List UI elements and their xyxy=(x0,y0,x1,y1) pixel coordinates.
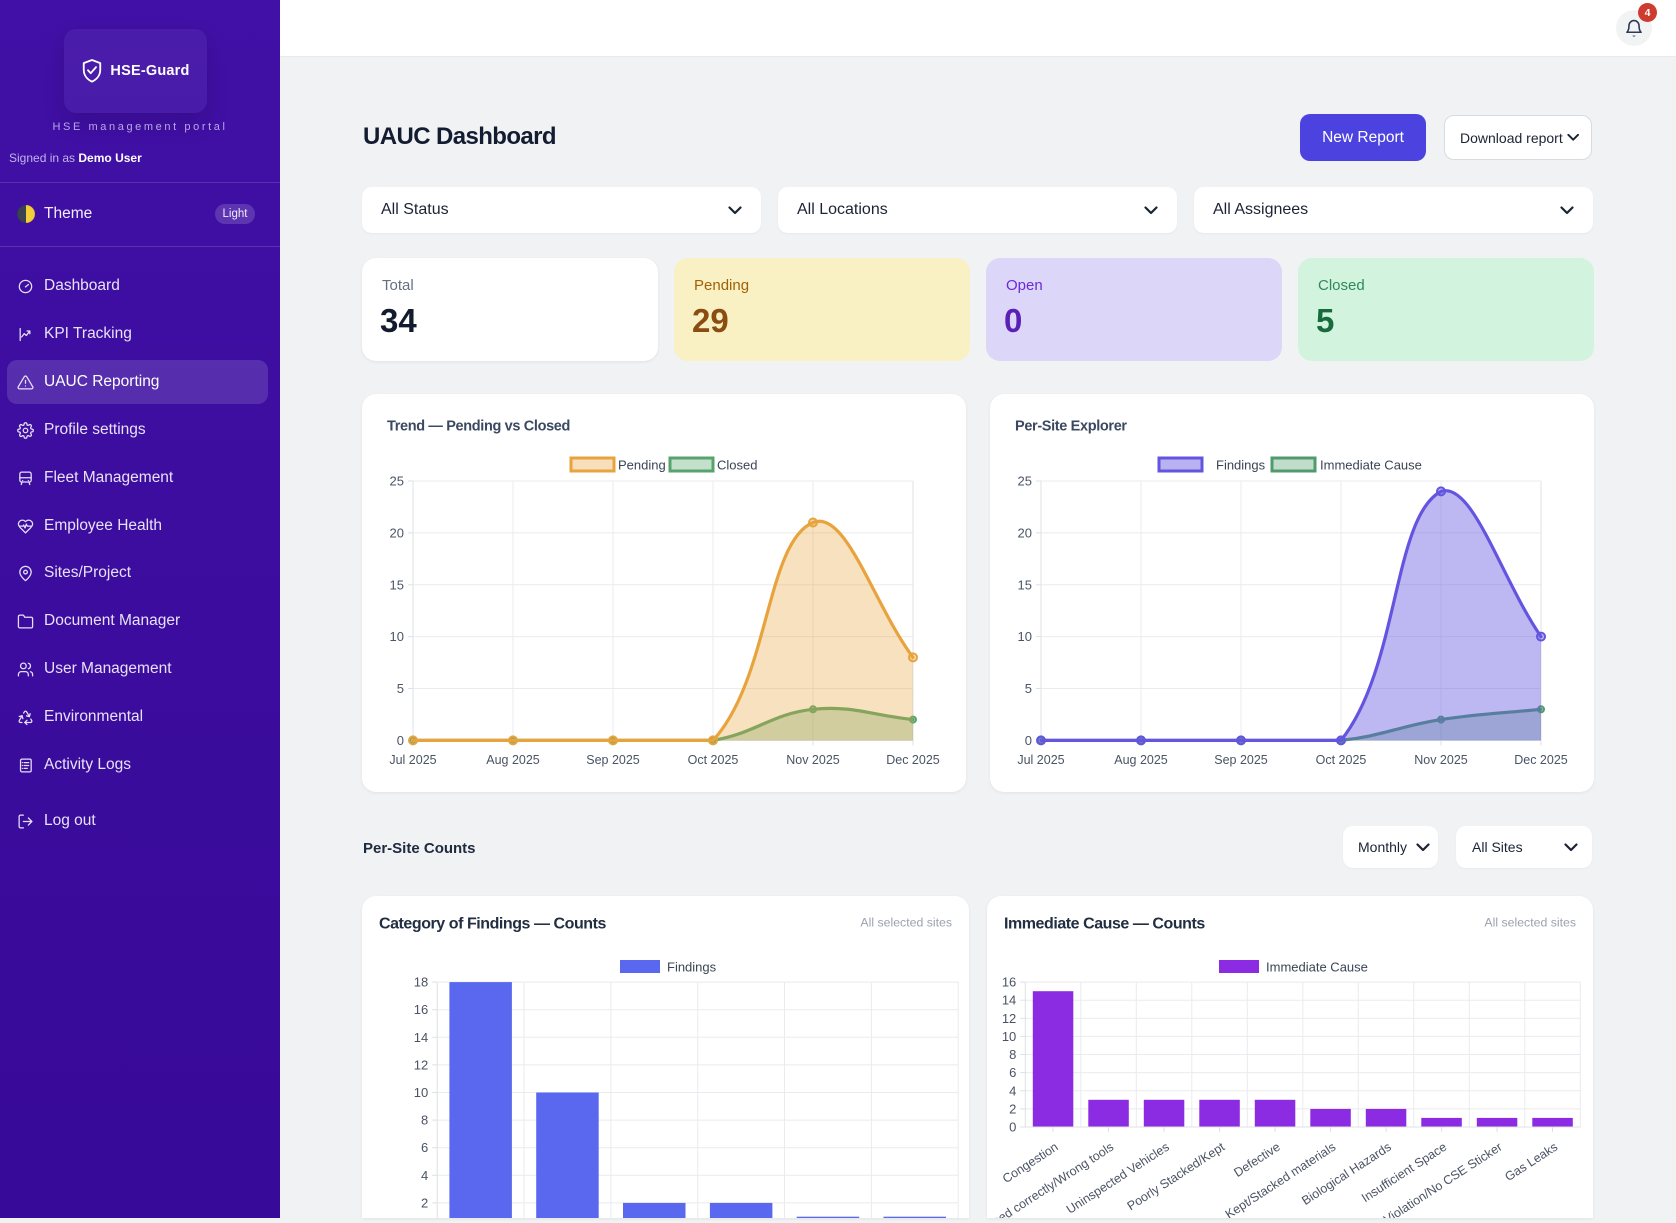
svg-text:5: 5 xyxy=(1025,681,1032,696)
svg-text:Findings: Findings xyxy=(667,960,717,975)
svg-text:Sep 2025: Sep 2025 xyxy=(586,753,640,767)
svg-text:10: 10 xyxy=(390,629,404,644)
svg-text:12: 12 xyxy=(1002,1011,1016,1026)
svg-text:Pending: Pending xyxy=(618,458,666,473)
svg-text:15: 15 xyxy=(390,577,404,592)
svg-text:10: 10 xyxy=(1002,1029,1016,1044)
svg-text:Closed: Closed xyxy=(717,458,757,473)
svg-text:16: 16 xyxy=(414,1002,428,1017)
svg-text:0: 0 xyxy=(1009,1120,1016,1135)
svg-text:Oct 2025: Oct 2025 xyxy=(688,753,739,767)
svg-text:2: 2 xyxy=(1009,1101,1016,1116)
svg-text:Per-Site Explorer: Per-Site Explorer xyxy=(1015,419,1127,435)
svg-text:10: 10 xyxy=(414,1085,428,1100)
svg-text:Sep 2025: Sep 2025 xyxy=(1214,753,1268,767)
svg-text:Nov 2025: Nov 2025 xyxy=(1414,753,1468,767)
svg-text:14: 14 xyxy=(1002,993,1016,1008)
svg-text:Nov 2025: Nov 2025 xyxy=(786,753,840,767)
svg-text:Dec 2025: Dec 2025 xyxy=(1514,753,1568,767)
svg-text:Findings: Findings xyxy=(1216,458,1266,473)
svg-text:20: 20 xyxy=(1018,525,1032,540)
svg-text:18: 18 xyxy=(414,975,428,990)
svg-text:Uninspected Vehicles: Uninspected Vehicles xyxy=(1064,1140,1172,1217)
svg-text:0: 0 xyxy=(397,733,404,748)
svg-text:8: 8 xyxy=(1009,1047,1016,1062)
svg-text:20: 20 xyxy=(390,525,404,540)
svg-text:Category of Findings — Counts: Category of Findings — Counts xyxy=(379,916,606,933)
svg-text:4: 4 xyxy=(1009,1083,1016,1098)
svg-text:14: 14 xyxy=(414,1030,428,1045)
svg-text:Oct 2025: Oct 2025 xyxy=(1316,753,1367,767)
svg-text:5: 5 xyxy=(397,681,404,696)
svg-text:All selected sites: All selected sites xyxy=(860,916,952,930)
svg-text:10: 10 xyxy=(1018,629,1032,644)
svg-text:Jul 2025: Jul 2025 xyxy=(389,753,436,767)
svg-text:Poorly Stacked/Kept: Poorly Stacked/Kept xyxy=(1125,1139,1228,1213)
svg-text:Dec 2025: Dec 2025 xyxy=(886,753,940,767)
svg-text:Aug 2025: Aug 2025 xyxy=(486,753,540,767)
svg-text:6: 6 xyxy=(1009,1065,1016,1080)
svg-text:Trend — Pending vs Closed: Trend — Pending vs Closed xyxy=(387,419,570,435)
svg-text:2: 2 xyxy=(421,1195,428,1210)
svg-text:Immediate Cause: Immediate Cause xyxy=(1266,960,1368,975)
svg-text:Jul 2025: Jul 2025 xyxy=(1017,753,1064,767)
svg-text:15: 15 xyxy=(1018,577,1032,592)
svg-text:8: 8 xyxy=(421,1113,428,1128)
svg-text:Defective: Defective xyxy=(1231,1140,1282,1180)
svg-text:All selected sites: All selected sites xyxy=(1484,916,1576,930)
svg-text:25: 25 xyxy=(390,474,404,489)
svg-text:Immediate Cause: Immediate Cause xyxy=(1320,458,1422,473)
svg-text:Aug 2025: Aug 2025 xyxy=(1114,753,1168,767)
svg-text:16: 16 xyxy=(1002,975,1016,990)
svg-text:Immediate Cause — Counts: Immediate Cause — Counts xyxy=(1004,916,1205,933)
svg-text:0: 0 xyxy=(1025,733,1032,748)
svg-text:Gas Leaks: Gas Leaks xyxy=(1502,1140,1560,1184)
svg-text:4: 4 xyxy=(421,1168,428,1183)
svg-text:6: 6 xyxy=(421,1140,428,1155)
svg-text:25: 25 xyxy=(1018,474,1032,489)
svg-text:12: 12 xyxy=(414,1057,428,1072)
